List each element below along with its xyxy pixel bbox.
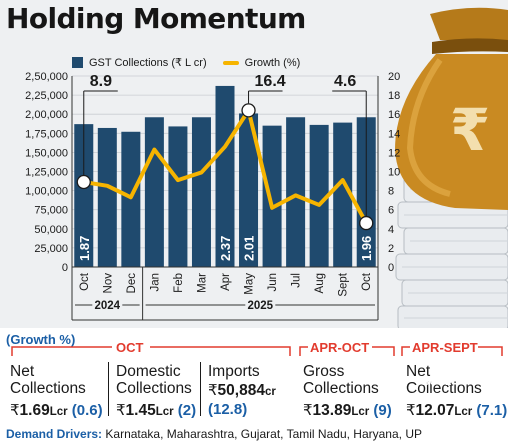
growth-callout: 16.4 <box>255 73 286 90</box>
right-tick-label: 18 <box>388 90 400 102</box>
left-tick-label: 1,00,000 <box>25 186 68 198</box>
left-tick-label: 1,50,000 <box>25 147 68 159</box>
month-label: Jul <box>291 273 303 288</box>
growth-label: (Growth %) <box>6 332 76 347</box>
legend-line-label: Growth (%) <box>244 56 301 69</box>
month-label: May <box>244 273 256 295</box>
right-tick-label: 12 <box>388 147 400 159</box>
legend-bar-label: GST Collections (₹ L cr) <box>89 57 207 69</box>
bar <box>215 85 235 267</box>
year-label: 2024 <box>95 300 121 312</box>
item-value-imports: ₹50,884cr <box>208 382 276 399</box>
growth-callout: 4.6 <box>334 73 356 90</box>
bar <box>74 124 94 267</box>
month-label: Sept <box>338 272 350 296</box>
bar <box>262 125 282 267</box>
left-tick-label: 1,75,000 <box>25 128 68 140</box>
left-tick-label: 50,000 <box>34 224 68 236</box>
bar <box>121 131 141 267</box>
divider <box>108 362 109 416</box>
money-bag-icon: ₹ <box>395 7 508 330</box>
footer-demand-drivers: Demand Drivers: Karnataka, Maharashtra, … <box>6 427 422 441</box>
bar-value-label: 2.01 <box>242 236 257 261</box>
bar-value-label: 1.87 <box>77 236 92 261</box>
footer-text: Karnataka, Maharashtra, Gujarat, Tamil N… <box>105 427 422 441</box>
right-tick-label: 2 <box>388 243 394 255</box>
right-tick-label: 16 <box>388 109 400 121</box>
left-tick-label: 75,000 <box>34 205 68 217</box>
right-tick-label: 20 <box>388 71 400 83</box>
growth-callout: 8.9 <box>90 73 112 90</box>
page-title: Holding Momentum <box>6 2 306 35</box>
rupee-symbol: ₹ <box>450 96 490 164</box>
month-label: Oct <box>361 272 373 291</box>
item-value-net-oct: ₹1.69Lcr (0.6) <box>10 402 103 419</box>
summary-panel: (Growth %) OCT APR-OCT APR-SEPT Net Colle… <box>0 328 508 445</box>
right-tick-label: 8 <box>388 186 394 198</box>
apr-oct-header: APR-OCT <box>310 340 370 355</box>
bar <box>239 113 259 267</box>
month-label: Mar <box>196 273 208 293</box>
left-tick-label: 0 <box>62 262 68 274</box>
footer-label: Demand Drivers: <box>6 427 103 441</box>
month-label: Feb <box>173 273 185 293</box>
divider <box>200 362 201 416</box>
item-value-gross: ₹13.89Lcr (9) <box>303 402 392 419</box>
left-tick-label: 2,50,000 <box>25 71 68 83</box>
right-tick-label: 14 <box>388 128 400 140</box>
left-tick-label: 2,25,000 <box>25 90 68 102</box>
growth-point <box>241 103 256 118</box>
growth-point <box>76 174 91 190</box>
bar <box>168 126 188 267</box>
left-tick-label: 2,00,000 <box>25 109 68 121</box>
watermark: BCCL <box>422 377 452 388</box>
left-tick-label: 25,000 <box>34 243 68 255</box>
right-tick-label: 10 <box>388 167 400 179</box>
right-tick-label: 4 <box>388 224 394 236</box>
month-label: Jan <box>149 273 161 292</box>
item-label-domestic: Domestic Collections <box>116 363 192 397</box>
bar <box>191 117 211 267</box>
item-growth-imports: (12.8) <box>208 401 248 418</box>
bar <box>144 117 164 267</box>
item-label-net-oct: Net Collections <box>10 363 86 397</box>
item-label-net-aprsept: Net Collections <box>406 363 482 397</box>
legend-line-swatch <box>222 60 239 65</box>
bar <box>286 117 306 267</box>
month-label: Aug <box>314 273 326 293</box>
bar <box>309 124 329 268</box>
right-tick-label: 6 <box>388 205 394 217</box>
item-label-gross: Gross Collections <box>303 363 379 397</box>
item-value-domestic: ₹1.45Lcr (2) <box>116 402 197 419</box>
chart-legend: GST Collections (₹ L cr) Growth (%) <box>72 56 300 69</box>
growth-point <box>359 215 374 231</box>
section-brackets <box>11 346 503 356</box>
bar-value-label: 2.37 <box>218 236 233 261</box>
left-tick-label: 1,25,000 <box>25 167 68 179</box>
month-label: Oct <box>79 272 91 291</box>
apr-sept-header: APR-SEPT <box>412 340 478 355</box>
growth-line <box>81 108 369 226</box>
year-label: 2025 <box>248 300 274 312</box>
month-label: Apr <box>220 273 232 291</box>
item-value-net-aprsept: ₹12.07Lcr (7.1) <box>406 402 508 419</box>
bar-value-label: 1.96 <box>359 236 374 261</box>
month-label: Dec <box>126 273 138 294</box>
right-tick-label: 0 <box>388 262 394 274</box>
bar <box>97 127 117 268</box>
item-label-imports: Imports <box>208 363 260 380</box>
bar <box>333 122 353 267</box>
month-label: Jun <box>267 273 279 292</box>
month-label: Nov <box>102 273 114 294</box>
gst-chart: ₹ 1.87 2.37 2.01 1.96 0 25,000 50,000 75,000 1,… <box>25 7 508 330</box>
oct-header: OCT <box>116 340 144 355</box>
legend-bar-swatch <box>72 57 83 68</box>
